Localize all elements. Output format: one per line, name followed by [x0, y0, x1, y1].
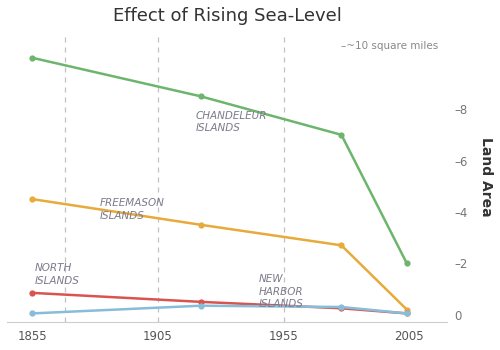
Title: Effect of Rising Sea-Level: Effect of Rising Sea-Level	[112, 7, 342, 25]
Text: NORTH
ISLANDS: NORTH ISLANDS	[34, 264, 80, 286]
Text: –~10 square miles: –~10 square miles	[341, 41, 438, 51]
Y-axis label: Land Area: Land Area	[479, 138, 493, 217]
Text: CHANDELEUR
ISLANDS: CHANDELEUR ISLANDS	[196, 111, 267, 133]
Text: FREEMASON
ISLANDS: FREEMASON ISLANDS	[100, 198, 165, 221]
Text: NEW
HARBOR
ISLANDS: NEW HARBOR ISLANDS	[258, 274, 304, 309]
